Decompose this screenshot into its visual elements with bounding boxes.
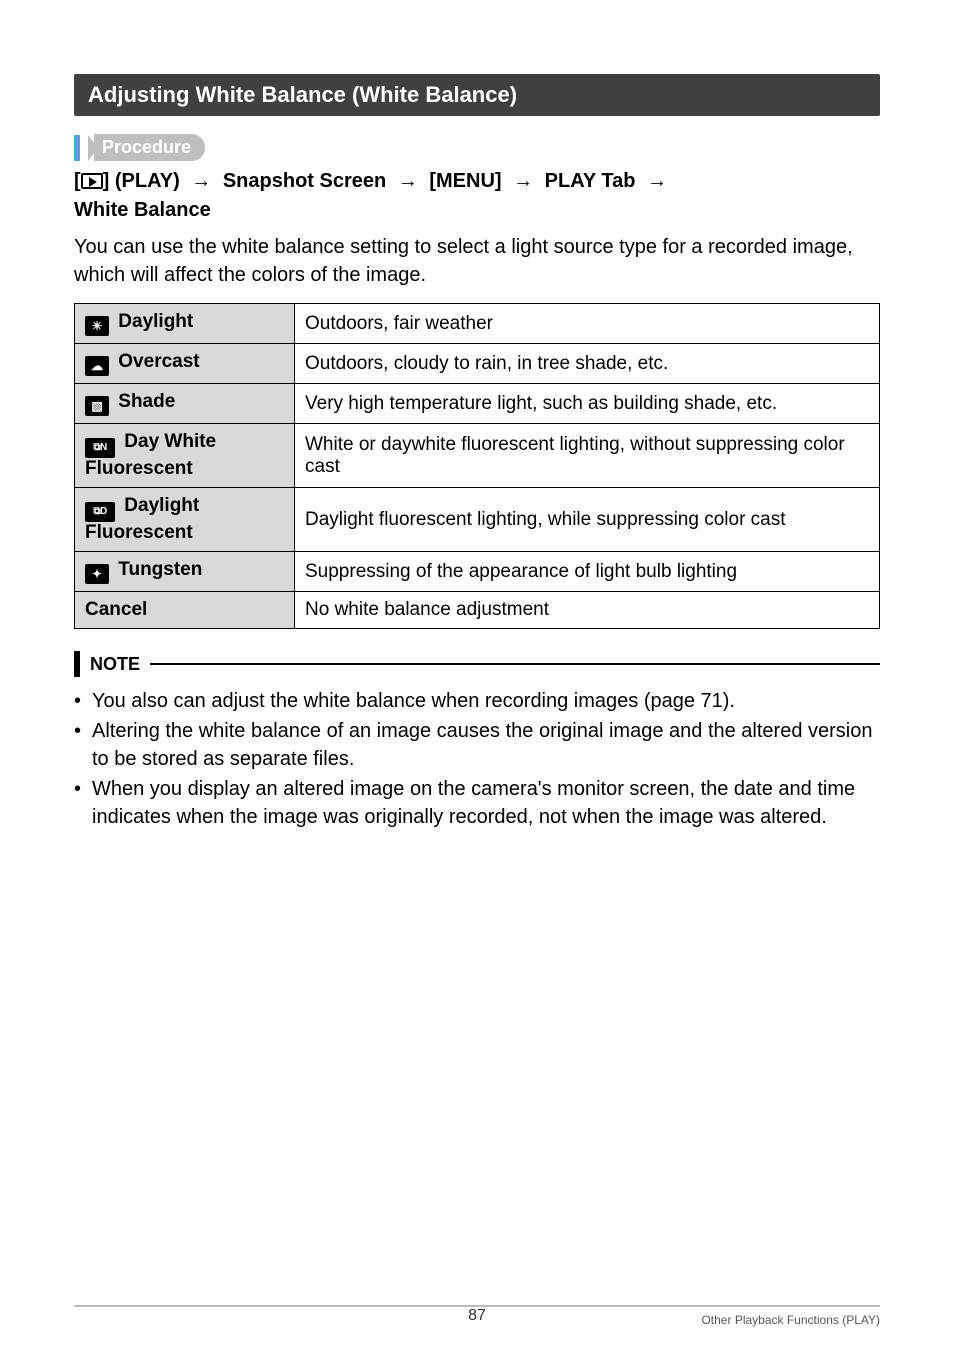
wb-mode-label: Cancel: [85, 599, 147, 620]
arrow-icon: →: [513, 170, 533, 192]
note-item: When you display an altered image on the…: [74, 775, 880, 831]
page-footer: 87 Other Playback Functions (PLAY): [74, 1305, 880, 1327]
wb-mode-cell: ⧉D Daylight Fluorescent: [75, 488, 295, 552]
note-item: You also can adjust the white balance wh…: [74, 687, 880, 715]
wb-mode-icon: ⧉D: [85, 502, 115, 522]
wb-mode-icon: ✦: [85, 564, 109, 584]
wb-mode-label: Tungsten: [113, 559, 202, 580]
table-row: ▧ ShadeVery high temperature light, such…: [75, 384, 880, 424]
table-row: ✦ TungstenSuppressing of the appearance …: [75, 552, 880, 592]
note-label: NOTE: [90, 654, 140, 675]
page-number: 87: [468, 1307, 486, 1325]
path-play-label: (PLAY): [109, 170, 185, 192]
wb-mode-desc: White or daywhite fluorescent lighting, …: [295, 424, 880, 488]
wb-mode-cell: ☀ Daylight: [75, 304, 295, 344]
wb-mode-cell: Cancel: [75, 592, 295, 629]
path-open-bracket: [: [74, 170, 81, 192]
menu-path: [] (PLAY) → Snapshot Screen → [MENU] → P…: [74, 167, 880, 225]
table-row: ⧉D Daylight FluorescentDaylight fluoresc…: [75, 488, 880, 552]
wb-mode-desc: Daylight fluorescent lighting, while sup…: [295, 488, 880, 552]
arrow-icon: →: [647, 170, 667, 192]
note-divider: [150, 663, 880, 665]
wb-mode-desc: Very high temperature light, such as bui…: [295, 384, 880, 424]
wb-mode-cell: ☁ Overcast: [75, 344, 295, 384]
procedure-heading: Procedure: [74, 134, 880, 161]
arrow-icon: →: [398, 170, 418, 192]
wb-mode-label: Daylight: [113, 311, 193, 332]
note-item: Altering the white balance of an image c…: [74, 717, 880, 773]
wb-mode-cell: ▧ Shade: [75, 384, 295, 424]
play-icon: [81, 173, 103, 189]
wb-mode-desc: Suppressing of the appearance of light b…: [295, 552, 880, 592]
wb-mode-label: Overcast: [113, 351, 200, 372]
table-row: ⧉N Day White FluorescentWhite or daywhit…: [75, 424, 880, 488]
procedure-label: Procedure: [94, 134, 205, 161]
arrow-icon: →: [191, 170, 211, 192]
note-heading: NOTE: [74, 651, 880, 677]
wb-mode-cell: ⧉N Day White Fluorescent: [75, 424, 295, 488]
wb-mode-desc: Outdoors, cloudy to rain, in tree shade,…: [295, 344, 880, 384]
wb-mode-icon: ▧: [85, 396, 109, 416]
wb-mode-desc: No white balance adjustment: [295, 592, 880, 629]
wb-mode-label: Shade: [113, 391, 175, 412]
table-row: ☁ OvercastOutdoors, cloudy to rain, in t…: [75, 344, 880, 384]
path-white-balance: White Balance: [74, 199, 211, 221]
procedure-accent-bar: [74, 135, 80, 161]
wb-mode-cell: ✦ Tungsten: [75, 552, 295, 592]
notes-list: You also can adjust the white balance wh…: [74, 687, 880, 831]
wb-mode-desc: Outdoors, fair weather: [295, 304, 880, 344]
section-header: Adjusting White Balance (White Balance): [74, 74, 880, 116]
wb-mode-icon: ☁: [85, 356, 109, 376]
footer-section-ref: Other Playback Functions (PLAY): [701, 1313, 880, 1327]
wb-mode-icon: ☀: [85, 316, 109, 336]
wb-mode-icon: ⧉N: [85, 438, 115, 458]
path-menu: [MENU]: [424, 170, 507, 192]
table-row: ☀ DaylightOutdoors, fair weather: [75, 304, 880, 344]
white-balance-table: ☀ DaylightOutdoors, fair weather☁ Overca…: [74, 303, 880, 629]
path-play-tab: PLAY Tab: [539, 170, 641, 192]
intro-paragraph: You can use the white balance setting to…: [74, 233, 880, 289]
note-accent-bar: [74, 651, 80, 677]
path-snapshot: Snapshot Screen: [217, 170, 392, 192]
table-row: Cancel No white balance adjustment: [75, 592, 880, 629]
